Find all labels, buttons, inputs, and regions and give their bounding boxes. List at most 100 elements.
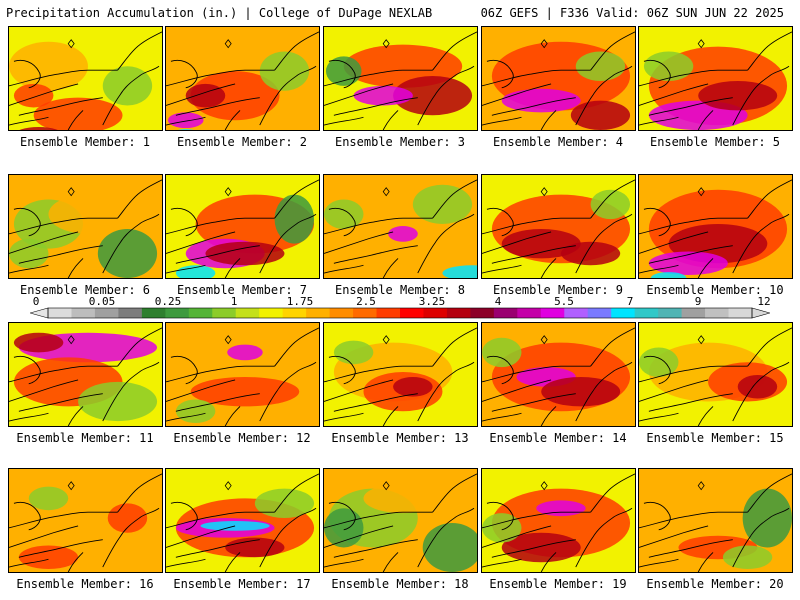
geo-boundary	[732, 213, 790, 274]
precip-map	[9, 469, 162, 572]
geo-boundary	[639, 525, 709, 548]
precip-map	[166, 27, 319, 130]
precip-region	[590, 189, 631, 220]
geo-boundary	[590, 327, 635, 367]
geo-boundary	[324, 116, 364, 126]
precip-region	[639, 347, 679, 377]
geo-boundary	[102, 213, 160, 274]
map-panel-8	[323, 174, 478, 279]
geo-boundary	[259, 507, 317, 568]
diamond-marker-icon	[540, 481, 548, 491]
map-panel-11	[8, 322, 163, 427]
precip-region	[575, 51, 626, 81]
panel-label-11: Ensemble Member: 11	[16, 431, 154, 445]
precip-map	[324, 175, 477, 278]
panel-label-15: Ensemble Member: 15	[646, 431, 784, 445]
geo-boundary	[590, 473, 635, 513]
map-panel-12	[165, 322, 320, 427]
geo-boundary	[9, 264, 49, 274]
precip-region	[13, 332, 64, 353]
colorbar-swatch	[540, 308, 565, 318]
geo-boundary	[117, 327, 162, 367]
geo-boundary	[274, 179, 319, 219]
precip-map	[639, 469, 792, 572]
geo-boundary	[175, 97, 260, 116]
geo-boundary	[9, 116, 49, 126]
geo-boundary	[590, 179, 635, 219]
geo-boundary	[732, 507, 790, 568]
panel-label-6: Ensemble Member: 6	[19, 283, 151, 297]
precip-region	[167, 112, 204, 129]
geo-boundary	[639, 231, 709, 254]
precip-region	[274, 194, 315, 244]
geo-boundary	[333, 393, 418, 412]
colorbar-tick-label: 3.25	[418, 295, 446, 308]
precip-region	[388, 226, 418, 242]
geo-boundary	[170, 355, 198, 385]
geo-boundary	[259, 65, 317, 126]
precip-map	[482, 27, 635, 130]
precip-region	[175, 265, 216, 278]
geo-boundary	[274, 473, 319, 513]
geo-boundary	[328, 501, 356, 531]
geo-boundary	[639, 264, 679, 274]
geo-boundary	[328, 59, 356, 89]
geo-boundary	[491, 393, 576, 412]
colorbar-tick-label: 4	[494, 295, 502, 308]
precip-map	[166, 175, 319, 278]
panel-label-9: Ensemble Member: 9	[492, 283, 624, 297]
precip-region	[560, 241, 621, 266]
precip-region	[324, 508, 364, 548]
geo-boundary	[590, 31, 635, 71]
precip-map	[324, 469, 477, 572]
geo-boundary	[382, 110, 399, 130]
geo-boundary	[166, 511, 275, 529]
colorbar-swatch	[634, 308, 659, 318]
geo-boundary	[102, 507, 160, 568]
geo-boundary	[18, 97, 103, 116]
map-panel-6	[8, 174, 163, 279]
colorbar-tick-label: 7	[626, 295, 634, 308]
diamond-marker-icon	[540, 39, 548, 49]
geo-boundary	[639, 511, 748, 529]
colorbar-tick-label: 2.5	[356, 295, 376, 308]
geo-boundary	[67, 258, 84, 278]
colorbar-tick-label: 1.75	[286, 295, 314, 308]
geo-boundary	[166, 379, 236, 402]
precip-region	[722, 545, 773, 570]
precip-region	[13, 83, 54, 108]
geo-boundary	[328, 207, 356, 237]
geo-boundary	[324, 83, 394, 106]
precip-map	[639, 27, 792, 130]
geo-boundary	[324, 264, 364, 274]
precip-region	[9, 41, 88, 91]
geo-boundary	[482, 511, 591, 529]
geo-boundary	[382, 552, 399, 572]
precip-region	[9, 238, 49, 269]
geo-boundary	[491, 539, 576, 558]
map-panel-15	[638, 322, 793, 427]
colorbar-swatch	[446, 308, 471, 318]
colorbar-left-arrow	[30, 307, 49, 319]
geo-boundary	[274, 31, 319, 71]
geo-boundary	[166, 231, 236, 254]
geo-boundary	[102, 65, 160, 126]
geo-boundary	[170, 207, 198, 237]
geo-boundary	[117, 31, 162, 71]
geo-boundary	[639, 83, 709, 106]
panel-label-17: Ensemble Member: 17	[173, 577, 311, 591]
geo-boundary	[18, 393, 103, 412]
geo-boundary	[643, 355, 671, 385]
panel-label-2: Ensemble Member: 2	[176, 135, 308, 149]
precip-region	[200, 520, 270, 531]
geo-boundary	[732, 361, 790, 422]
geo-boundary	[324, 412, 364, 422]
colorbar-swatch	[118, 308, 143, 318]
geo-boundary	[432, 179, 477, 219]
geo-boundary	[482, 231, 552, 254]
precip-region	[333, 340, 374, 365]
colorbar-tick-label: 1	[230, 295, 238, 308]
geo-boundary	[170, 501, 198, 531]
geo-boundary	[417, 361, 475, 422]
geo-boundary	[482, 69, 591, 87]
